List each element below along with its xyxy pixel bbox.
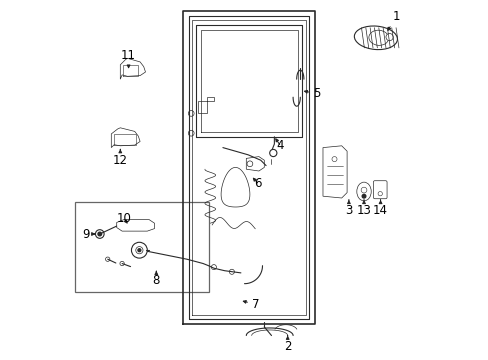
FancyBboxPatch shape (373, 181, 386, 199)
Circle shape (138, 249, 141, 252)
Ellipse shape (368, 30, 388, 45)
Circle shape (98, 232, 102, 236)
Ellipse shape (354, 26, 397, 50)
Polygon shape (117, 220, 154, 231)
Circle shape (136, 247, 142, 254)
Text: 9: 9 (82, 228, 94, 240)
Circle shape (188, 111, 194, 116)
Polygon shape (120, 58, 145, 79)
Text: 13: 13 (356, 200, 371, 217)
Bar (75, 202, 208, 292)
Text: 8: 8 (152, 271, 160, 287)
Polygon shape (246, 157, 264, 171)
Polygon shape (322, 146, 346, 198)
Circle shape (229, 269, 234, 274)
Text: 5: 5 (304, 87, 320, 100)
Circle shape (120, 261, 124, 266)
Circle shape (377, 192, 382, 196)
Text: 1: 1 (387, 10, 399, 30)
Circle shape (361, 187, 366, 193)
Text: 10: 10 (116, 212, 131, 225)
Ellipse shape (356, 182, 370, 201)
Polygon shape (221, 167, 249, 207)
Text: 12: 12 (113, 149, 127, 167)
Circle shape (188, 130, 194, 136)
Circle shape (95, 230, 104, 238)
Circle shape (131, 242, 147, 258)
Polygon shape (197, 97, 213, 113)
Text: 14: 14 (372, 200, 387, 217)
Polygon shape (111, 128, 140, 148)
Text: 6: 6 (253, 177, 262, 190)
Circle shape (362, 194, 365, 198)
Circle shape (105, 257, 110, 261)
Text: 11: 11 (121, 49, 136, 68)
Circle shape (211, 265, 216, 270)
Circle shape (246, 161, 252, 167)
Text: 7: 7 (243, 298, 259, 311)
Circle shape (331, 157, 336, 162)
Text: 2: 2 (284, 336, 291, 353)
Text: 3: 3 (345, 200, 352, 217)
Circle shape (269, 149, 276, 157)
Circle shape (385, 33, 392, 41)
Text: 4: 4 (275, 139, 284, 152)
